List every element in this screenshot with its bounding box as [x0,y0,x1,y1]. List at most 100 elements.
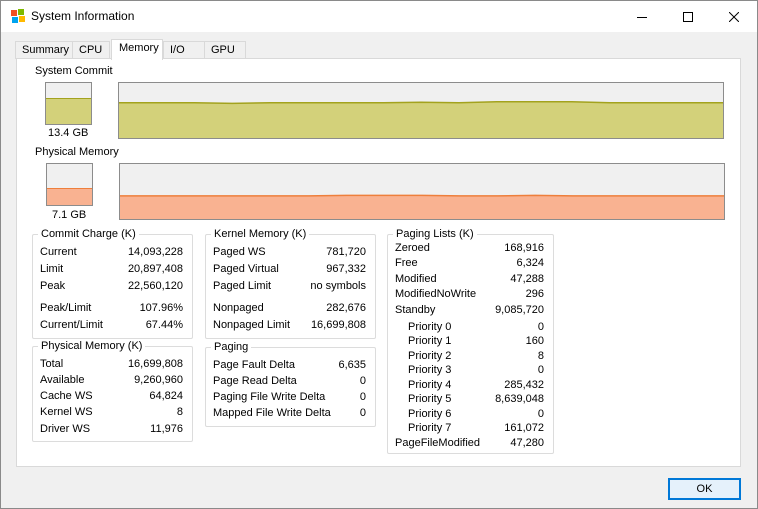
title-bar[interactable]: System Information [1,1,757,32]
paging-priority-2-value: 8 [537,350,544,362]
paging-zeroed-value: 168,916 [504,242,544,254]
phys-kernel-ws-row: Kernel WS 8 [33,406,192,422]
system-commit-meter [45,82,92,125]
tab-memory-label: Memory [119,42,159,54]
paging-priority-6-value: 0 [537,408,544,420]
paging-modified-label: Modified [395,273,437,285]
commit-peak-row: Peak 22,560,120 [33,280,192,296]
commit-peak-value: 22,560,120 [127,280,183,292]
page-fault-delta-row: Page Fault Delta 6,635 [206,359,375,375]
kernel-paged-limit-row: Paged Limit no symbols [206,280,375,296]
paging-priority-5-value: 8,639,048 [495,393,544,405]
paging-priority-2-label: Priority 2 [408,350,452,362]
kernel-nonpaged-limit-value: 16,699,808 [310,319,366,331]
commit-current-label: Current [40,246,77,258]
kernel-nonpaged-limit-label: Nonpaged Limit [213,319,291,331]
kernel-nonpaged-value: 282,676 [326,302,366,314]
tab-gpu-label: GPU [211,44,235,56]
commit-peak-limit-value: 107.96% [139,302,183,314]
physical-memory-history-plot [120,194,724,219]
commit-current-limit-row: Current/Limit 67.44% [33,319,192,335]
system-information-app-icon [11,9,25,23]
phys-available-value: 9,260,960 [134,374,183,386]
physical-memory-group: Physical Memory (K) Total 16,699,808 Avai… [32,340,193,442]
tab-summary[interactable]: Summary [15,41,73,59]
commit-limit-label: Limit [40,263,64,275]
commit-current-value: 14,093,228 [127,246,183,258]
paging-priority-2-row: Priority 2 8 [388,350,553,366]
physical-memory-meter-fill [47,187,92,205]
commit-charge-group: Commit Charge (K) Current 14,093,228 Limi… [32,228,193,339]
maximize-button[interactable] [665,1,711,32]
kernel-paged-ws-row: Paged WS 781,720 [206,246,375,262]
tab-cpu-label: CPU [79,44,103,56]
mapped-file-write-delta-label: Mapped File Write Delta [213,407,331,419]
phys-driver-ws-label: Driver WS [40,423,91,435]
paging-modified-nowrite-row: ModifiedNoWrite 296 [388,288,553,304]
paging-lists-title: Paging Lists (K) [393,228,477,240]
page-read-delta-label: Page Read Delta [213,375,297,387]
paging-priority-0-label: Priority 0 [408,321,452,333]
phys-driver-ws-row: Driver WS 11,976 [33,423,192,439]
minimize-button[interactable] [619,1,665,32]
phys-cache-ws-label: Cache WS [40,390,93,402]
kernel-paged-virtual-value: 967,332 [326,263,366,275]
paging-priority-4-row: Priority 4 285,432 [388,379,553,395]
kernel-paged-virtual-label: Paged Virtual [213,263,279,275]
paging-modified-row: Modified 47,288 [388,273,553,289]
physical-memory-title: Physical Memory (K) [38,340,146,352]
system-commit-history-plot [119,100,723,138]
close-button[interactable] [711,1,757,32]
maximize-icon [683,11,693,22]
paging-lists-group: Paging Lists (K) Zeroed 168,916 Free 6,324… [387,228,554,454]
paging-priority-1-value: 160 [525,335,544,347]
paging-priority-3-row: Priority 3 0 [388,364,553,380]
paging-priority-1-label: Priority 1 [408,335,452,347]
commit-limit-value: 20,897,408 [127,263,183,275]
system-commit-meter-fill [46,97,91,124]
paging-priority-7-row: Priority 7 161,072 [388,422,553,438]
kernel-memory-group: Kernel Memory (K) Paged WS 781,720 Paged … [205,228,376,339]
system-commit-value: 13.4 GB [48,127,89,139]
system-commit-history-graph [118,82,724,139]
phys-driver-ws-value: 11,976 [150,423,183,435]
physical-memory-graph-value: 7.1 GB [52,209,87,221]
phys-available-row: Available 9,260,960 [33,374,192,390]
phys-available-label: Available [40,374,85,386]
paging-priority-3-value: 0 [537,364,544,376]
paging-priority-6-row: Priority 6 0 [388,408,553,424]
ok-button[interactable]: OK [668,478,741,500]
paging-modified-value: 47,288 [510,273,544,285]
paging-modified-nowrite-label: ModifiedNoWrite [395,288,477,300]
phys-total-label: Total [40,358,64,370]
paging-free-value: 6,324 [516,257,544,269]
tab-memory[interactable]: Memory [111,39,163,60]
paging-free-row: Free 6,324 [388,257,553,273]
commit-limit-row: Limit 20,897,408 [33,263,192,279]
paging-priority-6-label: Priority 6 [408,408,452,420]
paging-priority-7-value: 161,072 [504,422,544,434]
commit-charge-title: Commit Charge (K) [38,228,139,240]
phys-cache-ws-row: Cache WS 64,824 [33,390,192,406]
kernel-memory-title: Kernel Memory (K) [211,228,310,240]
paging-zeroed-row: Zeroed 168,916 [388,242,553,258]
paging-standby-row: Standby 9,085,720 [388,304,553,320]
paging-priority-4-label: Priority 4 [408,379,452,391]
tab-cpu[interactable]: CPU [72,41,110,59]
phys-cache-ws-value: 64,824 [149,390,183,402]
physical-memory-history-line [120,194,724,197]
mapped-file-write-delta-value: 0 [359,407,366,419]
tab-gpu[interactable]: GPU [204,41,246,59]
commit-current-limit-value: 67.44% [145,319,183,331]
paging-standby-value: 9,085,720 [495,304,544,316]
physical-memory-history-graph [119,163,725,220]
phys-total-value: 16,699,808 [127,358,183,370]
paging-title: Paging [211,341,252,353]
kernel-paged-virtual-row: Paged Virtual 967,332 [206,263,375,279]
paging-priority-4-value: 285,432 [504,379,544,391]
kernel-paged-limit-value: no symbols [310,280,366,292]
tab-io[interactable]: I/O [163,41,205,59]
system-commit-history-area [119,101,723,138]
physical-memory-history-area [120,195,724,219]
phys-kernel-ws-value: 8 [176,406,183,418]
